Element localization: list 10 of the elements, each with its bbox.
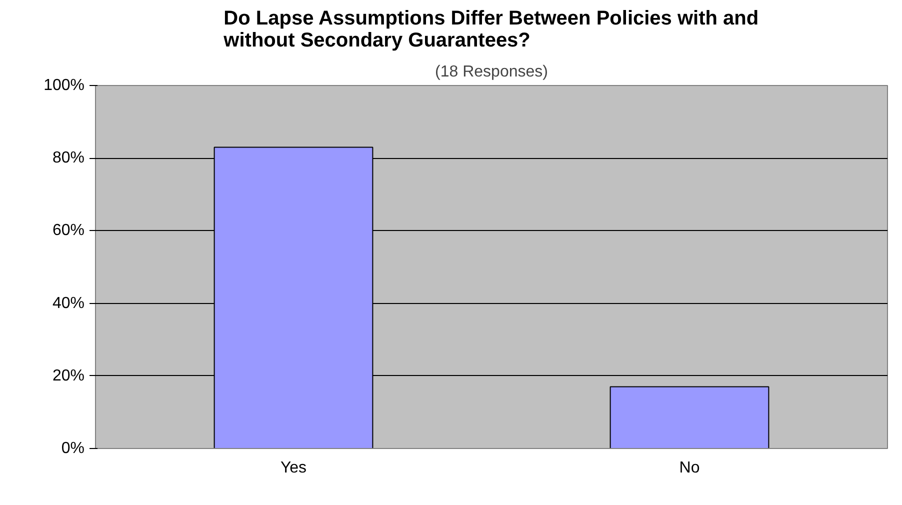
x-tick-label: Yes <box>280 460 307 476</box>
y-tick-label: 80% <box>52 150 85 167</box>
y-tick-label: 0% <box>61 440 84 457</box>
x-tick-label: No <box>679 460 700 476</box>
chart-title: Do Lapse Assumptions Differ Between Policies with and without Secondary Guarantees? <box>222 8 759 52</box>
y-tick-label: 60% <box>52 222 85 240</box>
y-tick-label: 100% <box>44 77 84 94</box>
chart-subtitle: (18 Responses) <box>435 64 548 80</box>
y-tick-label: 20% <box>52 367 85 384</box>
y-tick-label: 40% <box>52 294 85 312</box>
